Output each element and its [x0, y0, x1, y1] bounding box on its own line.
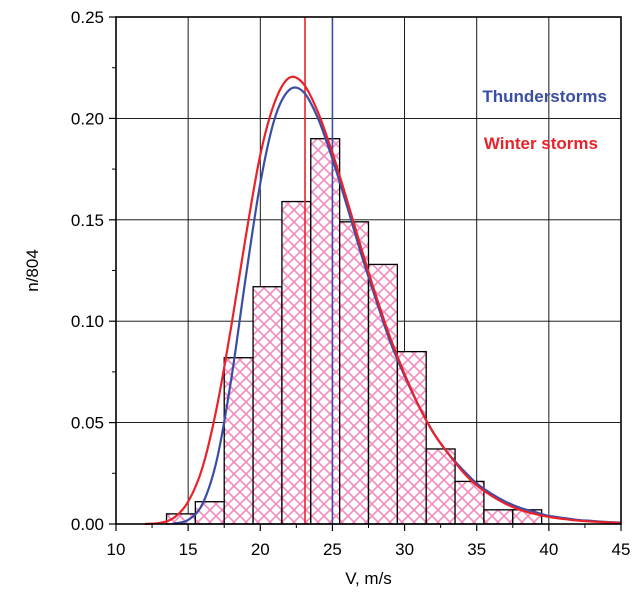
histogram-bar	[281, 200, 312, 525]
y-tick-label: 0.00	[71, 515, 104, 534]
histogram-bar	[396, 350, 427, 525]
histogram-bars	[165, 138, 543, 525]
x-tick-label: 40	[539, 540, 558, 559]
y-tick-label: 0.15	[71, 211, 104, 230]
x-tick-label: 10	[107, 540, 126, 559]
x-tick-label: 35	[467, 540, 486, 559]
y-tick-label: 0.10	[71, 312, 104, 331]
histogram-bar	[252, 286, 283, 525]
y-axis-label: n/804	[23, 249, 42, 292]
legend-winter-storms: Winter storms	[484, 134, 598, 153]
histogram-bar	[367, 263, 399, 525]
x-tick-label: 45	[612, 540, 631, 559]
x-axis-label: V, m/s	[345, 569, 392, 588]
legend-thunderstorms: Thunderstorms	[482, 87, 607, 106]
series-line-1	[144, 75, 622, 526]
histogram-bar	[310, 138, 341, 525]
x-tick-label: 15	[179, 540, 198, 559]
histogram-bar	[194, 501, 225, 525]
histogram-bar	[425, 448, 456, 525]
histogram-bar	[223, 357, 254, 525]
histogram-bar	[483, 509, 514, 525]
x-tick-label: 30	[395, 540, 414, 559]
y-tick-label: 0.20	[71, 109, 104, 128]
legend: Thunderstorms Winter storms	[482, 87, 607, 153]
axis-ticks: 10 15 20 25 30 35 40 45 0.00 0.05 0.10 0.15 0.20 0.25	[71, 8, 631, 559]
y-tick-label: 0.05	[71, 414, 104, 433]
x-tick-label: 25	[323, 540, 342, 559]
distribution-lines	[144, 17, 622, 526]
y-tick-label: 0.25	[71, 8, 104, 27]
x-tick-label: 20	[251, 540, 270, 559]
histogram-bar	[338, 221, 370, 525]
series-line-0	[173, 86, 622, 525]
